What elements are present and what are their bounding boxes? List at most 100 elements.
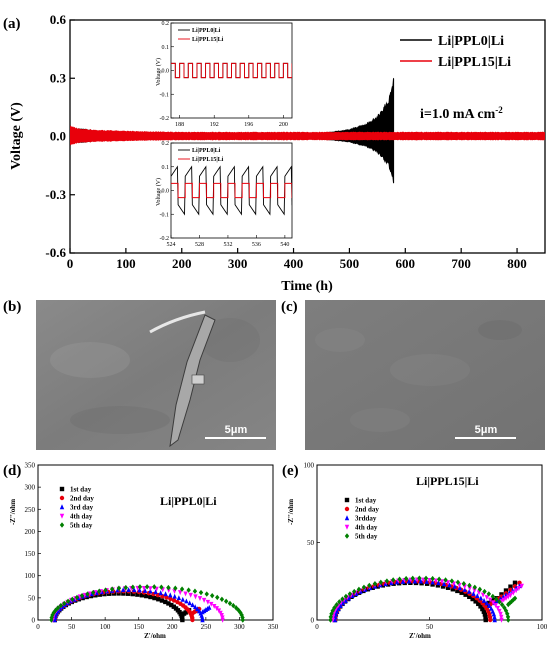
data-point — [445, 580, 451, 586]
x-tick-label: 500 — [340, 256, 360, 271]
data-point — [378, 579, 384, 585]
data-point — [125, 591, 131, 596]
data-point — [495, 605, 500, 611]
data-point — [55, 605, 61, 611]
data-point — [455, 588, 460, 594]
data-point — [403, 575, 409, 582]
legend-label: 1st day — [355, 497, 377, 505]
data-point — [507, 600, 513, 606]
data-point — [65, 598, 71, 604]
data-point — [201, 597, 207, 603]
inset-2-frame — [170, 142, 293, 239]
data-point — [433, 578, 439, 584]
inset-1-ppl15-trace — [171, 62, 292, 79]
data-point — [85, 591, 90, 597]
data-point — [227, 600, 233, 607]
data-point — [412, 578, 418, 584]
data-point — [176, 595, 182, 601]
data-point — [153, 589, 158, 595]
data-point — [489, 605, 494, 611]
data-point — [159, 584, 164, 590]
inset-1-legend-ppl0: Li|PPL0|Li — [192, 28, 221, 34]
data-point — [109, 586, 115, 592]
data-point — [394, 579, 400, 585]
data-point — [49, 614, 54, 621]
data-point — [467, 586, 472, 592]
data-point — [481, 597, 487, 603]
data-point — [473, 599, 478, 604]
data-point — [332, 604, 337, 611]
x-tick-label: 0 — [36, 623, 40, 631]
data-point — [430, 579, 435, 585]
data-point — [410, 575, 415, 581]
x-tick-label: 300 — [228, 256, 248, 271]
legend-label-ppl15: Li|PPL15|Li — [438, 55, 511, 70]
inset-x-tick-label: 196 — [244, 122, 253, 128]
data-point — [141, 586, 147, 591]
data-point — [152, 595, 157, 601]
data-point — [478, 595, 484, 601]
data-point — [209, 592, 215, 599]
data-point — [130, 584, 136, 590]
sem-image-b — [36, 300, 276, 450]
data-point — [519, 583, 524, 589]
data-point — [503, 596, 509, 601]
data-point — [430, 575, 435, 582]
data-point — [512, 595, 518, 601]
data-point — [180, 617, 185, 623]
data-point — [180, 596, 185, 602]
data-point — [352, 588, 357, 595]
data-point — [233, 605, 239, 611]
sem-b-particle — [191, 374, 205, 385]
data-point — [103, 587, 108, 593]
data-point — [168, 596, 173, 602]
sem-b-texture — [50, 318, 260, 434]
data-point — [58, 602, 64, 609]
panel-d-y-axis-title: -Z''/ohm — [9, 499, 17, 525]
data-point — [508, 584, 513, 589]
data-point — [126, 587, 131, 593]
data-point — [70, 596, 75, 602]
y-tick-label: -0.3 — [45, 187, 66, 202]
x-tick-label: 200 — [172, 256, 192, 271]
data-point — [372, 581, 378, 587]
x-tick-label: 200 — [167, 623, 178, 631]
data-point — [231, 602, 236, 609]
data-point — [452, 583, 458, 589]
data-point — [487, 603, 492, 609]
x-tick-label: 100 — [537, 623, 548, 631]
panel-e: (e) 0 50 100 0 50 100 Li|PPL15|Li 1st day2nd … — [282, 462, 548, 641]
data-point — [400, 578, 406, 584]
data-point — [344, 497, 350, 503]
data-point — [418, 578, 424, 584]
data-point — [219, 596, 225, 602]
data-point — [494, 596, 499, 602]
data-point — [169, 602, 174, 608]
data-point — [445, 585, 451, 590]
data-point — [483, 615, 488, 620]
data-point — [344, 515, 350, 521]
data-point — [435, 583, 441, 588]
panel-e-points — [328, 575, 524, 623]
data-point — [190, 602, 195, 608]
data-point — [148, 586, 153, 592]
data-point — [59, 495, 65, 501]
x-tick-label: 250 — [201, 623, 212, 631]
data-point — [156, 597, 161, 602]
data-point — [441, 581, 447, 587]
data-point — [74, 594, 80, 601]
legend-label: 5th day — [70, 522, 93, 530]
inset-1-legend-ppl15: Li|PPL15|Li — [192, 37, 224, 43]
panel-d-title: Li|PPL0|Li — [160, 494, 217, 508]
data-point — [183, 591, 188, 597]
data-point — [455, 579, 461, 585]
x-tick-label: 50 — [68, 623, 76, 631]
data-point — [508, 593, 513, 598]
x-tick-label: 400 — [284, 256, 304, 271]
data-point — [137, 587, 142, 593]
y-tick-label: 0 — [311, 617, 315, 625]
legend-label: 3rdday — [355, 515, 377, 523]
data-point — [159, 598, 165, 603]
data-point — [195, 606, 200, 612]
data-point — [462, 587, 467, 592]
